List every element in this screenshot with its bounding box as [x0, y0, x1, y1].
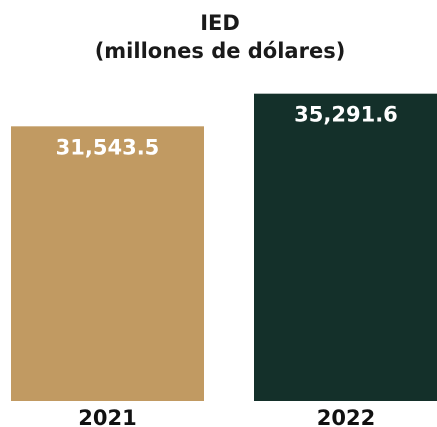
x-tick-label-2022: 2022 [317, 406, 375, 427]
x-tick-label-2021: 2021 [78, 406, 136, 427]
chart-title: IED [200, 11, 240, 35]
value-label-2021: 31,543.5 [56, 135, 160, 159]
chart-subtitle: (millones de dólares) [95, 39, 346, 63]
bar-2022 [254, 93, 437, 401]
bars-group [11, 93, 437, 401]
value-labels-group: 31,543.5 35,291.6 [56, 103, 398, 160]
x-axis-ticks: 2021 2022 [78, 406, 375, 427]
bar-2021 [11, 126, 204, 401]
value-label-2022: 35,291.6 [294, 103, 398, 127]
